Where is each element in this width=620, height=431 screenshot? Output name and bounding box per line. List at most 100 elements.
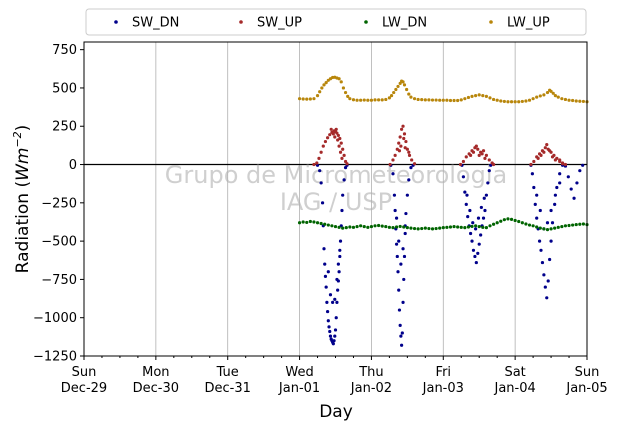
x-tick-label-weekday: Sun xyxy=(575,365,600,380)
data-point xyxy=(549,227,553,231)
data-point xyxy=(398,323,402,327)
y-tick-label: −750 xyxy=(41,273,77,288)
series-lw-dn xyxy=(297,217,589,232)
x-tick-label-weekday: Thu xyxy=(358,365,383,380)
y-tick-label: 500 xyxy=(52,81,77,96)
data-point xyxy=(540,260,545,265)
x-tick-label-weekday: Sat xyxy=(504,365,525,380)
data-point xyxy=(337,144,341,148)
data-point xyxy=(499,99,503,103)
data-point xyxy=(384,97,388,102)
y-tick-label: 0 xyxy=(69,158,77,173)
data-point xyxy=(484,153,488,157)
data-point xyxy=(476,216,481,220)
data-point xyxy=(373,224,377,228)
data-point xyxy=(572,196,576,200)
data-point xyxy=(416,97,420,102)
data-point xyxy=(397,288,401,292)
data-point xyxy=(481,94,485,98)
data-point xyxy=(506,100,510,104)
data-point xyxy=(581,99,586,104)
y-tick-label: 750 xyxy=(52,43,77,58)
data-point xyxy=(459,98,463,102)
data-point xyxy=(331,342,335,346)
data-point xyxy=(334,127,338,131)
series-sw-up xyxy=(312,124,568,167)
data-point xyxy=(545,90,550,95)
data-point xyxy=(337,270,341,274)
data-point xyxy=(420,226,424,231)
data-point xyxy=(483,156,487,161)
legend-label: LW_UP xyxy=(507,16,550,31)
data-point xyxy=(320,86,324,90)
data-point xyxy=(312,220,316,224)
data-point xyxy=(466,225,471,229)
data-point xyxy=(326,223,330,227)
data-point xyxy=(344,226,348,230)
data-point xyxy=(405,87,409,92)
data-point xyxy=(401,247,405,251)
data-point xyxy=(558,172,562,176)
data-point xyxy=(322,247,326,251)
x-tick-label-date: Jan-03 xyxy=(422,381,464,396)
data-point xyxy=(563,162,568,167)
data-point xyxy=(339,80,343,84)
data-point xyxy=(394,225,399,229)
data-point xyxy=(405,226,409,230)
data-point xyxy=(404,211,408,216)
data-point xyxy=(319,150,323,154)
data-point xyxy=(321,144,325,148)
data-point xyxy=(553,202,557,206)
data-point xyxy=(556,225,560,229)
data-point xyxy=(448,98,453,103)
data-point xyxy=(545,228,550,232)
x-tick-label-date: Jan-05 xyxy=(565,381,607,396)
data-point xyxy=(569,187,573,191)
data-point xyxy=(391,172,395,176)
data-point xyxy=(476,147,480,151)
data-point xyxy=(464,155,468,159)
data-point xyxy=(328,133,332,137)
data-point xyxy=(529,162,533,167)
data-point xyxy=(423,226,427,230)
y-tick-label: −250 xyxy=(41,196,77,211)
data-point xyxy=(423,98,427,102)
data-point xyxy=(402,254,407,259)
data-point xyxy=(543,285,547,289)
data-point xyxy=(542,93,546,97)
data-point xyxy=(520,221,524,225)
data-point xyxy=(329,127,333,131)
data-point xyxy=(502,218,506,222)
data-point xyxy=(463,226,467,230)
data-point xyxy=(539,153,543,157)
data-point xyxy=(328,293,333,297)
data-point xyxy=(388,162,392,167)
legend: SW_DN SW_UP LW_DN LW_UP xyxy=(85,8,587,36)
data-point xyxy=(323,139,328,144)
data-point xyxy=(362,98,366,102)
data-point xyxy=(333,135,337,139)
data-point xyxy=(346,94,350,98)
data-point xyxy=(434,98,438,102)
data-point xyxy=(558,158,562,162)
data-point xyxy=(486,181,490,185)
data-point xyxy=(416,227,420,231)
data-point xyxy=(402,132,407,136)
data-point xyxy=(338,150,343,154)
data-point xyxy=(400,127,404,131)
data-point xyxy=(566,175,570,179)
data-point xyxy=(392,90,396,95)
data-point xyxy=(393,208,397,213)
data-point xyxy=(531,97,535,101)
data-point xyxy=(484,94,488,98)
data-point xyxy=(327,325,331,329)
data-point xyxy=(345,162,349,166)
legend-frame xyxy=(85,8,587,36)
data-point xyxy=(401,80,405,84)
data-point xyxy=(397,141,401,145)
data-point xyxy=(407,153,412,157)
legend-marker xyxy=(239,20,243,24)
data-point xyxy=(359,224,363,228)
data-point xyxy=(578,169,582,173)
data-point xyxy=(550,155,555,159)
